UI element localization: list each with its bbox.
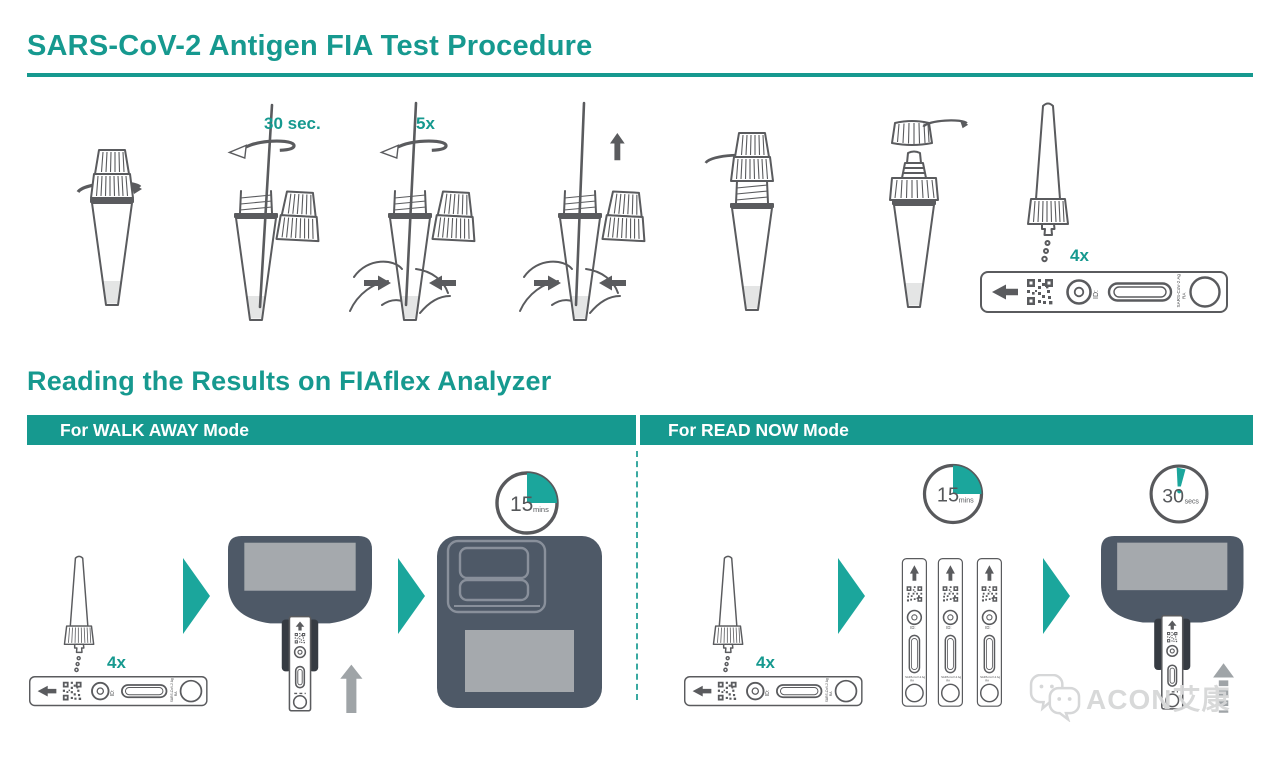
timer-15-mins: 15 mins — [495, 471, 559, 535]
read-now-mode-header: For READ NOW Mode — [640, 415, 1253, 445]
apply-sample-step: 4x ID: SARS-CoV-2 Ag RA — [685, 555, 862, 706]
insert-cassette-step — [228, 536, 372, 714]
next-step-arrow-icon — [398, 558, 425, 634]
insert-cassette-step — [1101, 536, 1244, 713]
drop-count-label: 4x — [756, 653, 775, 672]
step-recap-tube — [704, 132, 774, 311]
next-step-arrow-icon — [838, 558, 865, 634]
svg-text:RA: RA — [985, 678, 989, 682]
swab-icon — [574, 101, 586, 307]
step-duration-label: 30 sec. — [264, 114, 321, 133]
apply-sample-step: 4x ID: SARS-CoV-2 Ag RA — [30, 555, 207, 706]
test-cassette-vertical: ID: SARS-CoV-2 Ag RA — [938, 559, 962, 707]
cassette-assay-label: SARS-CoV-2 Ag — [825, 678, 829, 702]
svg-text:RA: RA — [946, 678, 950, 682]
swab-icon — [258, 103, 274, 309]
step-dispense-drops: 4x ID: SARS-CoV-2 Ag RA — [981, 102, 1227, 313]
insert-arrow-icon — [1213, 663, 1234, 713]
timer-value: 30 — [1162, 485, 1184, 507]
up-arrow-icon — [610, 133, 625, 161]
title-divider — [27, 73, 1253, 77]
step-uncap-tube — [76, 149, 144, 306]
test-cassette: ID: SARS-CoV-2 Ag RA — [981, 272, 1227, 312]
timer-15-mins: 15 mins — [922, 463, 984, 525]
cassette-assay-sub-label: RA — [1182, 292, 1187, 299]
next-step-arrow-icon — [183, 558, 210, 634]
test-cassette-vertical: ID: SARS-CoV-2 Ag RA — [977, 559, 1001, 707]
wechat-icon — [1029, 674, 1081, 721]
analyzer-device-icon — [435, 534, 604, 710]
walk-away-illustration: 4x ID: SARS-CoV-2 Ag RA 15 mins — [27, 471, 604, 714]
timer-unit: mins — [533, 505, 549, 514]
incubating-cassettes: ID: SARS-CoV-2 Ag RA ID: SARS-CoV-2 Ag R… — [902, 559, 1001, 707]
column-divider — [636, 451, 638, 700]
extraction-tube-icon — [731, 207, 773, 311]
timer-30-secs: 30 secs — [1149, 464, 1209, 524]
tube-cap-icon — [431, 190, 478, 243]
step-count-label: 5x — [416, 114, 435, 133]
test-cassette: ID: SARS-CoV-2 Ag RA — [685, 677, 862, 706]
svg-text:SARS-CoV-2 Ag: SARS-CoV-2 Ag — [905, 675, 925, 679]
step-swirl-swab-5x: 5x — [349, 101, 478, 321]
cassette-id-label: ID: — [1093, 290, 1100, 299]
drop-count-label: 4x — [107, 653, 126, 672]
results-section-title: Reading the Results on FIAflex Analyzer — [27, 366, 552, 396]
test-cassette: ID: SARS-CoV-2 Ag RA — [30, 677, 207, 706]
tube-cap-icon — [90, 149, 134, 199]
page-title: SARS-CoV-2 Antigen FIA Test Procedure — [27, 30, 593, 62]
timer-value: 15 — [510, 493, 533, 516]
svg-text:ID:: ID: — [910, 625, 915, 630]
svg-text:SARS-CoV-2 Ag: SARS-CoV-2 Ag — [941, 675, 961, 679]
step-stir-swab-30sec: 30 sec. — [227, 103, 322, 321]
extraction-tube-icon — [91, 202, 133, 306]
dropper-tip-icon — [906, 150, 922, 164]
dropper-icon — [63, 555, 95, 673]
procedure-steps-illustration: 30 sec. 5x 4x — [76, 101, 1250, 321]
extraction-tube-icon — [893, 204, 935, 308]
svg-text:ID:: ID: — [985, 625, 990, 630]
watermark: ACON艾康 — [1026, 674, 1230, 722]
insert-arrow-icon — [340, 664, 363, 714]
cassette-assay-label: SARS-CoV-2 Ag — [170, 678, 174, 702]
tube-cap-icon — [730, 132, 774, 182]
watermark-text: ACON艾康 — [1086, 684, 1231, 715]
svg-text:SARS-CoV-2 Ag: SARS-CoV-2 Ag — [980, 675, 1000, 679]
step-remove-swab — [519, 101, 648, 321]
svg-text:ID:: ID: — [946, 625, 951, 630]
timer-unit: secs — [1185, 498, 1200, 505]
dropper-icon — [712, 555, 744, 673]
test-cassette-vertical: ID: SARS-CoV-2 Ag RA — [902, 559, 926, 707]
drop-count-label: 4x — [1070, 246, 1089, 265]
walk-away-mode-header: For WALK AWAY Mode — [27, 415, 636, 445]
timer-unit: mins — [959, 497, 974, 505]
cassette-assay-sub-label: RA — [174, 691, 178, 696]
next-step-arrow-icon — [1043, 558, 1070, 634]
dropper-icon — [1027, 102, 1069, 263]
read-now-illustration: 4x ID: SARS-CoV-2 Ag RA ID: SARS-CoV-2 A… — [640, 463, 1253, 713]
stir-arrow-icon — [227, 139, 296, 160]
tube-cap-icon — [275, 190, 322, 243]
step-open-dropper-tip — [889, 118, 970, 308]
cassette-assay-label: SARS-CoV-2 Ag — [1176, 274, 1181, 308]
extraction-tube-icon — [235, 217, 277, 321]
svg-text:RA: RA — [910, 678, 914, 682]
swab-icon — [404, 101, 418, 307]
cassette-id-label: ID: — [765, 690, 771, 696]
cassette-id-label: ID: — [110, 690, 116, 696]
cassette-assay-sub-label: RA — [829, 691, 833, 696]
timer-value: 15 — [937, 485, 959, 507]
tube-cap-icon — [601, 190, 648, 243]
